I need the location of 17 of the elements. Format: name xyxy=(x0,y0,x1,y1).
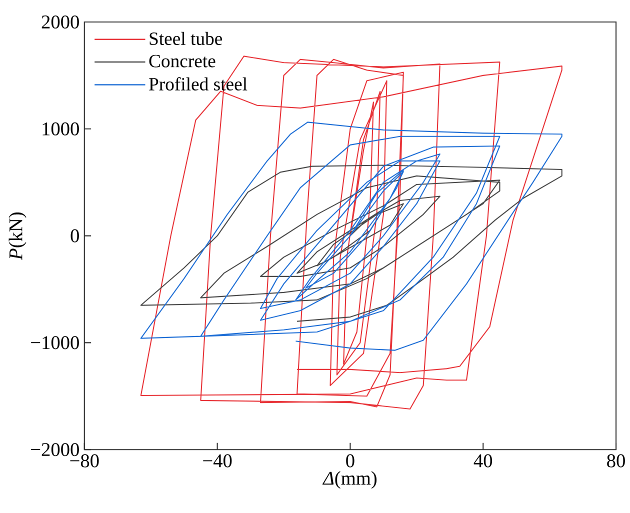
line-series xyxy=(140,164,562,322)
x-tick-label: −80 xyxy=(70,454,99,468)
y-tick-label: 1000 xyxy=(42,122,79,136)
y-tick-label: −2000 xyxy=(31,443,79,456)
x-tick-label: 0 xyxy=(346,454,354,468)
y-tick-label: 2000 xyxy=(42,15,79,29)
line-series xyxy=(140,56,562,410)
y-tick-label: 0 xyxy=(70,229,79,242)
x-tick-label: −40 xyxy=(203,454,232,468)
legend-label: Steel tube xyxy=(150,32,222,46)
x-tick-label: 40 xyxy=(474,454,492,468)
x-axis-title: Δ(mm) xyxy=(322,471,377,489)
line-series xyxy=(140,122,562,351)
y-tick-label: −1000 xyxy=(31,336,79,350)
legend-label: Concrete xyxy=(149,54,216,68)
x-tick-label: 80 xyxy=(607,454,625,468)
y-axis-title: P(kN) xyxy=(8,212,26,260)
